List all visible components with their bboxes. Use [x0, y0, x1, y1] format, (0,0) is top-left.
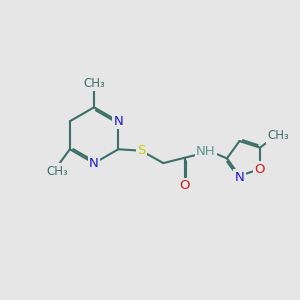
Text: CH₃: CH₃ [83, 77, 105, 90]
Text: N: N [89, 157, 99, 170]
Text: NH: NH [196, 146, 215, 158]
Text: N: N [113, 115, 123, 128]
Text: S: S [137, 144, 146, 157]
Text: CH₃: CH₃ [46, 165, 68, 178]
Text: O: O [179, 179, 190, 192]
Text: O: O [255, 163, 265, 176]
Text: CH₃: CH₃ [267, 129, 289, 142]
Text: N: N [235, 171, 244, 184]
